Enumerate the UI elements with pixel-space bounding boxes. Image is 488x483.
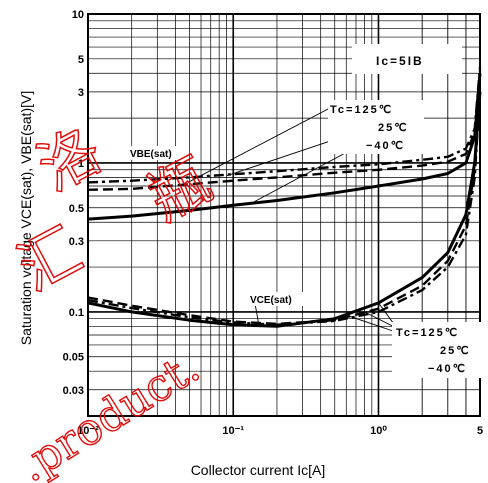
y-tick-label: 5	[78, 54, 84, 66]
tc-top-25: 25℃	[378, 122, 409, 134]
y-tick-label: 3	[78, 87, 84, 99]
series-2-dashed	[87, 69, 482, 191]
y-tick-label: 10	[72, 9, 84, 21]
leader-line-1	[189, 107, 331, 182]
watermark-text: .product.	[10, 342, 209, 483]
y-tick-label: 0.5	[69, 203, 84, 215]
watermark: 洛 汇 瓶 .product.	[6, 114, 223, 483]
tick-labels: 10 5 3 1 0.5 0.3 0.1 0.05 0.03 10⁻² 10⁻¹ 10⁰ 5	[63, 9, 483, 437]
y-tick-label: 1	[78, 158, 84, 170]
vce-label-bg	[248, 292, 304, 306]
y-tick-label: 0.05	[63, 352, 84, 364]
curves	[87, 66, 482, 328]
series-4-solid	[87, 91, 482, 328]
x-tick-label: 10⁻¹	[222, 425, 244, 437]
vbe-label-bg	[128, 146, 182, 160]
tc-top-bg	[328, 100, 424, 154]
tc-bottom-125: Tc=125℃	[396, 327, 459, 339]
y-tick-label: 0.1	[69, 307, 84, 319]
plot-frame	[87, 13, 481, 417]
tc-top-125: Tc=125℃	[330, 104, 393, 116]
tc-bottom-25: 25℃	[440, 345, 471, 357]
vce-label: VCE(sat)	[250, 295, 292, 306]
x-tick-label: 10⁻²	[77, 425, 99, 437]
leader-line-4	[346, 314, 397, 333]
condition-box	[352, 44, 462, 74]
series-3-dashdot	[87, 66, 482, 184]
x-axis-title: Collector current Ic[A]	[191, 462, 326, 478]
x-tick-label: 10⁰	[370, 425, 387, 437]
tc-bottom-minus40: −40℃	[428, 363, 467, 375]
watermark-char-1: 洛	[27, 115, 113, 205]
condition-label: Ic=5IB	[376, 54, 424, 68]
series-1-solid	[87, 73, 482, 221]
tc-top-minus40: −40℃	[366, 140, 405, 152]
tc-bottom-bg	[392, 322, 488, 378]
vbe-label: VBE(sat)	[130, 149, 172, 160]
series-5-dashed	[87, 91, 482, 326]
y-tick-label: 0.03	[63, 385, 84, 397]
x-tick-label: 5	[477, 425, 483, 437]
series-6-dashdot	[87, 91, 482, 326]
y-tick-label: 0.3	[69, 236, 84, 248]
y-axis-title: Saturation voltage VCE(sat), VBE(sat)[V]	[18, 91, 34, 345]
